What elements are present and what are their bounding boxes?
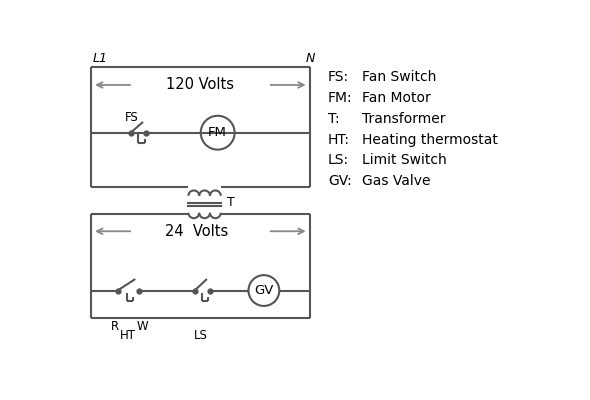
Text: FM: FM	[208, 126, 227, 139]
Text: Fan Switch: Fan Switch	[362, 70, 437, 84]
Text: HT:: HT:	[328, 133, 350, 147]
Text: W: W	[136, 320, 148, 333]
Text: Gas Valve: Gas Valve	[362, 174, 431, 188]
Text: 24  Volts: 24 Volts	[165, 224, 228, 239]
Text: N: N	[306, 52, 314, 64]
Text: GV:: GV:	[328, 174, 352, 188]
Text: Transformer: Transformer	[362, 112, 446, 126]
Text: FS:: FS:	[328, 70, 349, 84]
Text: T: T	[227, 196, 235, 209]
Text: 120 Volts: 120 Volts	[166, 78, 234, 92]
Text: LS: LS	[194, 330, 208, 342]
Text: T:: T:	[328, 112, 339, 126]
Text: HT: HT	[120, 330, 136, 342]
Text: Limit Switch: Limit Switch	[362, 154, 447, 168]
Text: R: R	[110, 320, 119, 333]
Text: GV: GV	[254, 284, 274, 297]
Text: L1: L1	[92, 52, 107, 64]
Text: Heating thermostat: Heating thermostat	[362, 133, 499, 147]
Text: FS: FS	[125, 111, 139, 124]
Text: Fan Motor: Fan Motor	[362, 91, 431, 105]
Text: FM:: FM:	[328, 91, 352, 105]
Text: LS:: LS:	[328, 154, 349, 168]
